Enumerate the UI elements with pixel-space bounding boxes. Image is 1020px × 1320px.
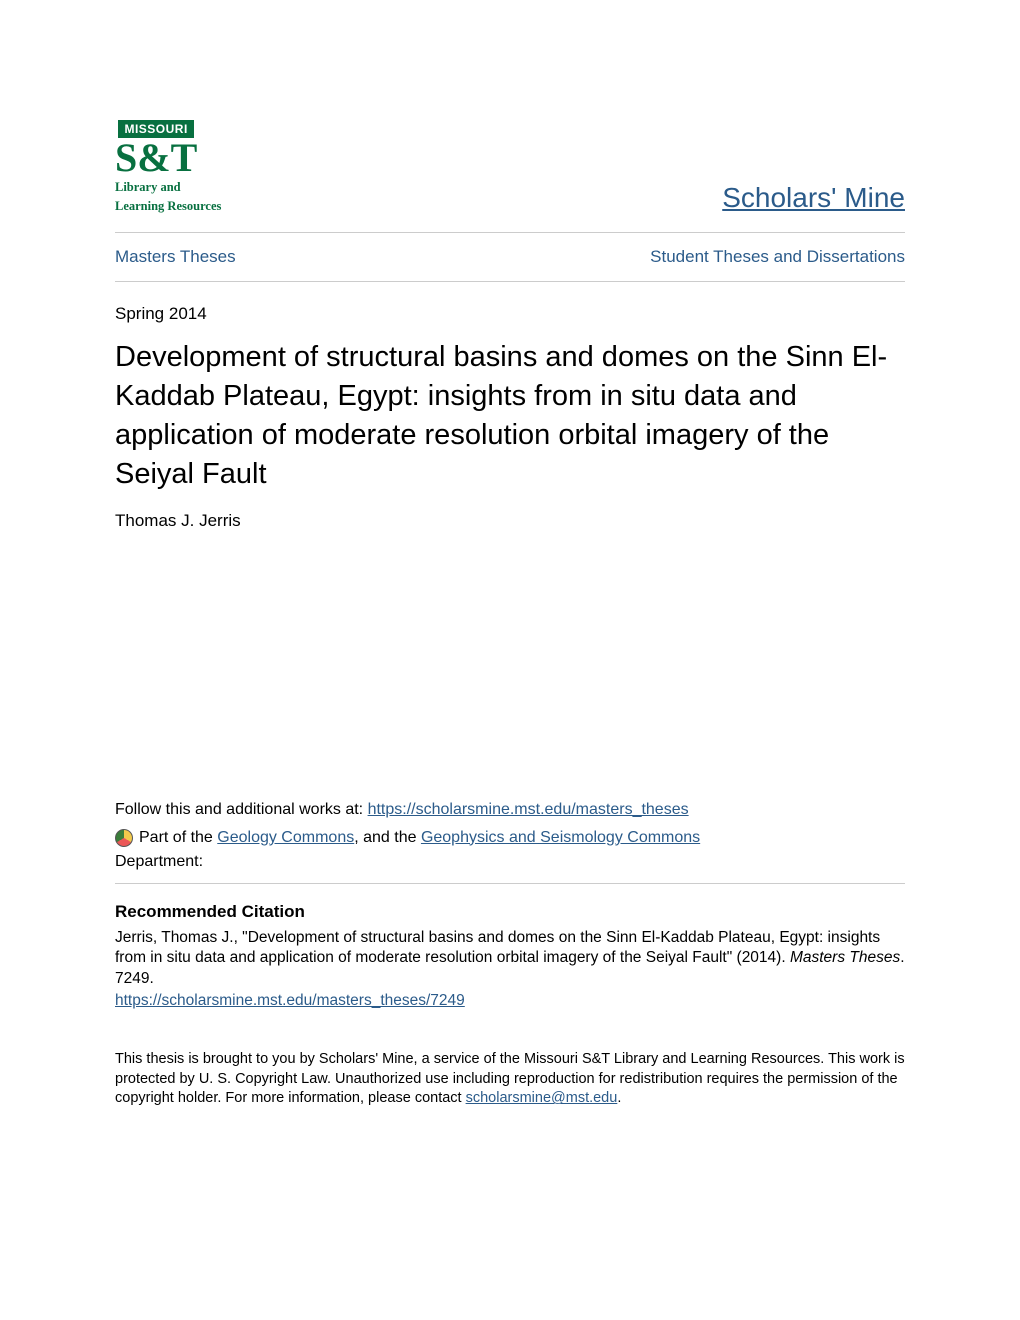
footer-contact-email-link[interactable]: scholarsmine@mst.edu	[466, 1090, 618, 1106]
logo-st-label: S&T	[115, 140, 197, 176]
publication-date: Spring 2014	[115, 304, 905, 324]
logo-library-line2: Learning Resources	[115, 199, 221, 214]
citation-series: Masters Theses	[790, 949, 900, 966]
geophysics-commons-link[interactable]: Geophysics and Seismology Commons	[421, 829, 700, 846]
section-divider	[115, 883, 905, 884]
partof-prefix: Part of the	[139, 829, 217, 846]
follow-prefix: Follow this and additional works at:	[115, 801, 368, 818]
content-spacer	[115, 531, 905, 801]
nav-student-theses-link[interactable]: Student Theses and Dissertations	[650, 247, 905, 267]
institution-logo: MISSOURI S&T Library and Learning Resour…	[115, 120, 221, 214]
site-title-link[interactable]: Scholars' Mine	[722, 182, 905, 214]
mst-logo: MISSOURI S&T	[115, 120, 197, 176]
logo-library-line1: Library and	[115, 180, 181, 195]
page-header: MISSOURI S&T Library and Learning Resour…	[115, 120, 905, 233]
part-of-row: Part of the Geology Commons, and the Geo…	[115, 829, 905, 847]
recommended-citation-heading: Recommended Citation	[115, 902, 905, 922]
footer-text-after: .	[617, 1090, 621, 1106]
breadcrumb-nav: Masters Theses Student Theses and Disser…	[115, 233, 905, 282]
network-commons-icon	[115, 829, 133, 847]
citation-part1: Jerris, Thomas J., "Development of struc…	[115, 929, 880, 967]
nav-masters-theses-link[interactable]: Masters Theses	[115, 247, 236, 267]
department-label: Department:	[115, 853, 905, 871]
follow-works-row: Follow this and additional works at: htt…	[115, 801, 905, 819]
author-name: Thomas J. Jerris	[115, 511, 905, 531]
paper-title: Development of structural basins and dom…	[115, 338, 905, 495]
follow-url-link[interactable]: https://scholarsmine.mst.edu/masters_the…	[368, 801, 689, 818]
citation-url: https://scholarsmine.mst.edu/masters_the…	[115, 992, 905, 1010]
citation-text: Jerris, Thomas J., "Development of struc…	[115, 928, 905, 991]
geology-commons-link[interactable]: Geology Commons	[217, 829, 354, 846]
partof-mid: , and the	[354, 829, 421, 846]
footer-note: This thesis is brought to you by Scholar…	[115, 1050, 905, 1109]
citation-url-link[interactable]: https://scholarsmine.mst.edu/masters_the…	[115, 992, 465, 1009]
